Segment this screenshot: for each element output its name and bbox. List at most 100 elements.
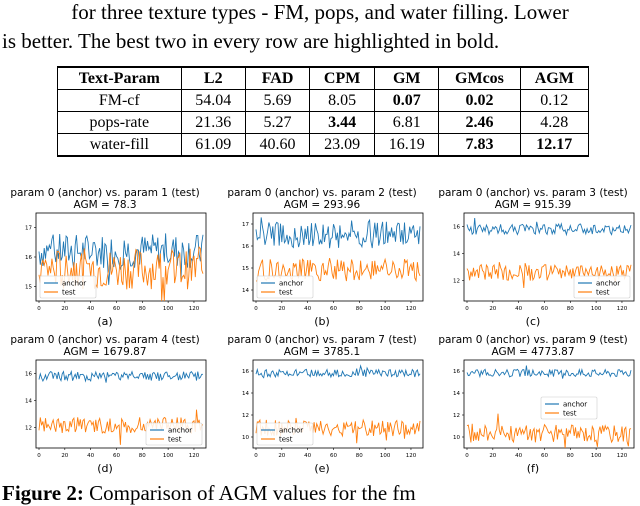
y-tick-label: 16: [242, 244, 249, 250]
x-tick-label: 120: [189, 306, 200, 312]
caption-top-line-1: for three texture types - FM, pops, and …: [71, 0, 569, 24]
y-tick-label: 10: [242, 435, 249, 441]
subfigure-label: (b): [314, 315, 330, 328]
table-cell: 5.69: [244, 89, 311, 112]
x-tick-label: 40: [304, 453, 311, 459]
table-cell: 6.81: [374, 111, 440, 134]
x-tick-label: 100: [380, 453, 391, 459]
y-tick-label: 14: [242, 391, 249, 397]
x-tick-label: 120: [617, 306, 628, 312]
table-cell: 0.07: [374, 89, 440, 112]
figure-label: Figure 2:: [2, 481, 84, 505]
test-series-line: [466, 261, 632, 289]
plot-agm-value: AGM = 3785.1: [283, 346, 361, 358]
y-tick-label: 16: [25, 372, 32, 378]
x-tick-label: 120: [406, 453, 417, 459]
table-row: FM-cf 54.04 5.69 8.05 0.07 0.02 0.12: [57, 89, 590, 112]
y-tick-label: 15: [25, 284, 32, 290]
legend-label-test: test: [279, 436, 293, 444]
header-cpm: CPM: [309, 66, 376, 90]
legend-label-anchor: anchor: [596, 280, 620, 288]
y-tick-label: 14: [453, 391, 460, 397]
table-cell: 0.02: [438, 89, 521, 112]
x-tick-label: 60: [541, 306, 548, 312]
y-tick-label: 14: [242, 288, 249, 294]
x-tick-label: 80: [139, 306, 146, 312]
x-tick-label: 40: [87, 306, 94, 312]
plot-title: param 0 (anchor) vs. param 7 (test): [227, 334, 417, 346]
table-cell: 21.36: [180, 111, 246, 134]
legend-label-test: test: [563, 410, 577, 418]
caption-top-line-2: is better. The best two in every row are…: [2, 29, 500, 53]
plot-panel: param 0 (anchor) vs. param 7 (test) AGM =…: [217, 334, 427, 484]
legend-label-test: test: [168, 436, 182, 444]
test-series-line: [255, 257, 421, 283]
x-tick-label: 40: [87, 453, 94, 459]
table-cell: 3.44: [309, 111, 376, 134]
table-row: water-fill 61.09 40.60 23.09 16.19 7.83 12.17: [57, 133, 590, 157]
header-l2: L2: [180, 66, 246, 90]
legend-label-test: test: [596, 289, 610, 297]
table-cell: water-fill: [57, 133, 182, 157]
table-cell: 0.12: [519, 89, 590, 112]
plot-frame: [463, 212, 635, 302]
table-header-row: Text-Param L2 FAD CPM GM GMcos AGM: [57, 66, 590, 90]
x-tick-label: 0: [254, 453, 258, 459]
x-tick-label: 20: [489, 453, 496, 459]
table-cell: pops-rate: [57, 111, 182, 134]
x-tick-label: 0: [465, 453, 469, 459]
header-gm: GM: [374, 66, 440, 90]
subfigure-label: (c): [525, 315, 541, 328]
y-tick-label: 17: [242, 222, 249, 228]
y-tick-label: 10: [453, 435, 460, 441]
header-agm: AGM: [519, 66, 590, 90]
x-tick-label: 100: [380, 306, 391, 312]
table-cell: 12.17: [519, 133, 590, 157]
x-tick-label: 60: [541, 453, 548, 459]
y-tick-label: 12: [242, 413, 249, 419]
legend-label-anchor: anchor: [563, 401, 587, 409]
table-cell: 5.27: [244, 111, 311, 134]
plot-frame: [252, 212, 424, 302]
y-tick-label: 16: [453, 369, 460, 375]
subfigure-label: (d): [97, 462, 113, 475]
plot-agm-value: AGM = 293.96: [283, 199, 361, 211]
plot-agm-value: AGM = 78.3: [73, 199, 137, 211]
plot-agm-value: AGM = 4773.87: [491, 346, 575, 358]
x-tick-label: 100: [163, 306, 174, 312]
legend-label-test: test: [62, 289, 76, 297]
plot-title: param 0 (anchor) vs. param 1 (test): [10, 187, 200, 199]
anchor-series-line: [466, 365, 632, 379]
y-tick-label: 12: [25, 426, 32, 432]
x-tick-label: 100: [591, 306, 602, 312]
x-tick-label: 100: [163, 453, 174, 459]
plot-frame: [463, 359, 635, 449]
test-series-line: [466, 413, 632, 449]
y-tick-label: 16: [242, 369, 249, 375]
subfigure-label: (f): [526, 462, 540, 475]
table-cell: 8.05: [309, 89, 376, 112]
x-tick-label: 80: [356, 306, 363, 312]
x-tick-label: 40: [515, 306, 522, 312]
plot-panel: param 0 (anchor) vs. param 4 (test) AGM =…: [0, 334, 210, 484]
y-tick-label: 12: [453, 279, 460, 285]
x-tick-label: 120: [617, 453, 628, 459]
x-tick-label: 0: [465, 306, 469, 312]
table-cell: 7.83: [438, 133, 521, 157]
header-gmcos: GMcos: [438, 66, 521, 90]
x-tick-label: 60: [330, 453, 337, 459]
plot-title: param 0 (anchor) vs. param 9 (test): [438, 334, 628, 346]
plot-agm-value: AGM = 1679.87: [63, 346, 147, 358]
caption-bottom: Figure 2: Comparison of AGM values for t…: [2, 481, 416, 506]
table-cell: 23.09: [309, 133, 376, 157]
anchor-series-line: [38, 369, 203, 383]
plot-frame: [252, 359, 424, 449]
x-tick-label: 60: [330, 306, 337, 312]
